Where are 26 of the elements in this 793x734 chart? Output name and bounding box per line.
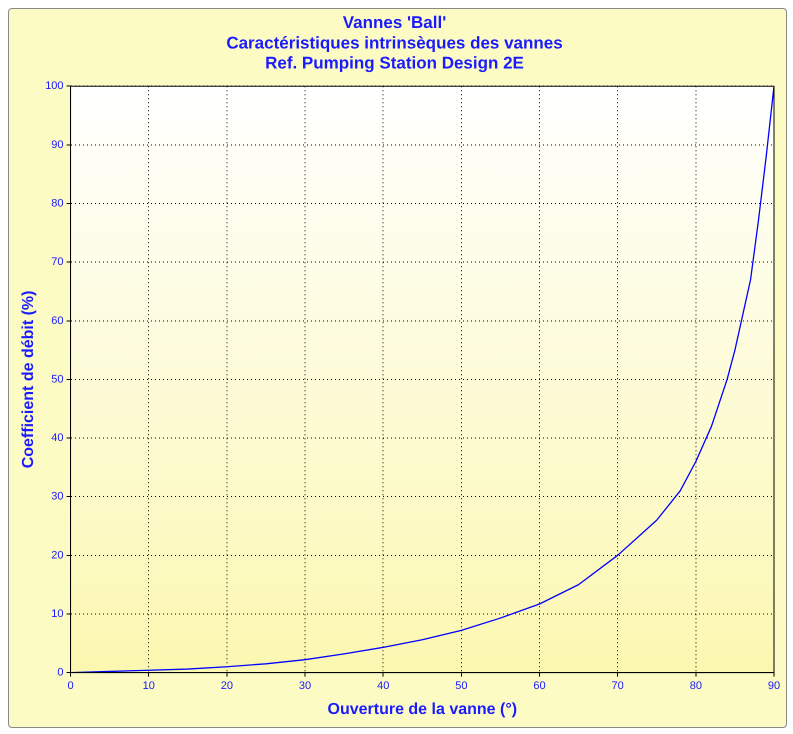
- x-axis-title: Ouverture de la vanne (°): [327, 700, 518, 718]
- y-tick-label: 50: [51, 373, 64, 386]
- text: Ref. Pumping Station Design 2E: [265, 54, 524, 73]
- x-tick-label: 0: [67, 680, 74, 692]
- x-tick-label: 70: [612, 680, 624, 692]
- y-tick-label: 90: [51, 138, 64, 151]
- x-tick-label: 40: [377, 680, 390, 692]
- x-tick-label: 90: [768, 680, 780, 692]
- x-tick-label: 20: [220, 680, 233, 692]
- y-tick-label: 70: [51, 256, 64, 268]
- text: Vannes 'Ball': [342, 12, 446, 32]
- y-tick-label: 80: [51, 198, 64, 210]
- y-tick-label: 60: [51, 314, 64, 327]
- y-tick-label: 100: [45, 80, 64, 92]
- y-tick-label: 30: [51, 490, 64, 503]
- x-tick-label: 50: [455, 680, 468, 692]
- x-tick-label: 30: [298, 680, 312, 692]
- y-tick-label: 20: [51, 549, 64, 562]
- y-tick-label: 40: [51, 432, 64, 444]
- text: Caractéristiques intrinsèques des vannes: [226, 33, 563, 52]
- x-tick-label: 60: [533, 680, 546, 692]
- y-tick-label: 0: [57, 666, 64, 679]
- y-axis-title: Coefficient de débit (%): [20, 290, 38, 468]
- x-tick-label: 10: [142, 680, 155, 692]
- x-tick-label: 80: [690, 680, 702, 692]
- y-tick-label: 10: [51, 608, 64, 620]
